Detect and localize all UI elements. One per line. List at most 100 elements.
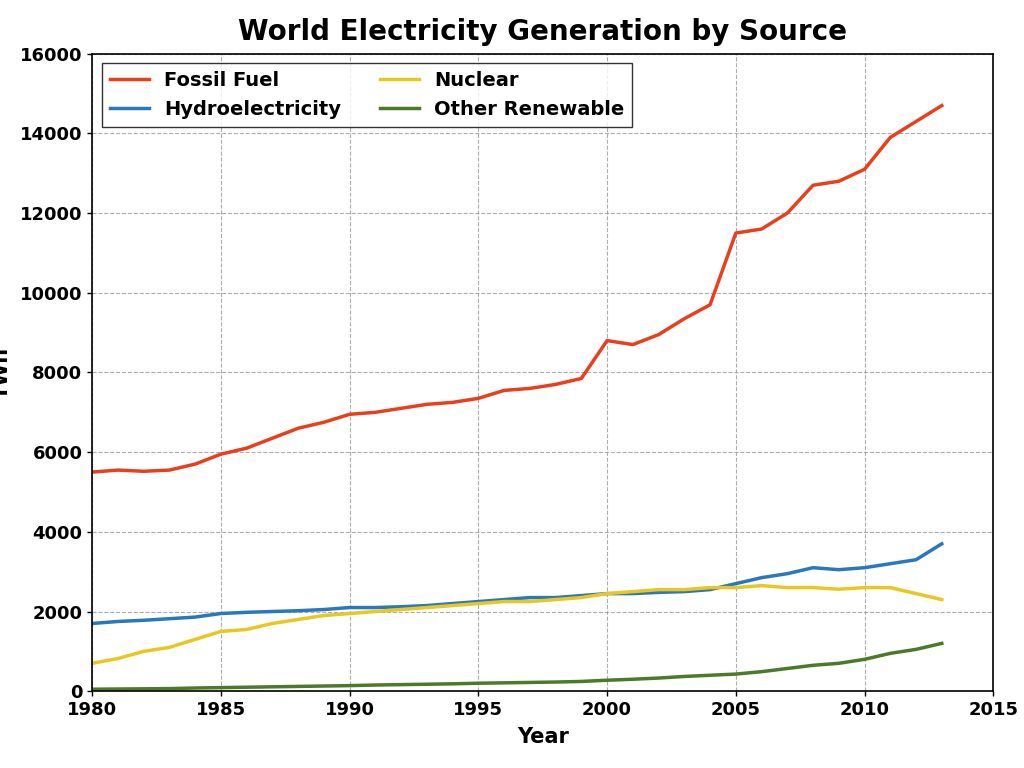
Nuclear — [627, 587, 639, 596]
Other Renewable — [137, 684, 150, 694]
Fossil Fuel — [601, 336, 613, 346]
Nuclear — [575, 593, 588, 602]
Fossil Fuel — [703, 300, 716, 310]
Other Renewable — [215, 683, 227, 692]
Other Renewable — [292, 682, 304, 691]
Other Renewable — [652, 674, 665, 683]
Other Renewable — [756, 667, 768, 677]
Hydroelectricity — [472, 597, 484, 606]
Nuclear — [421, 603, 433, 612]
Other Renewable — [833, 659, 845, 668]
Hydroelectricity — [781, 569, 794, 578]
X-axis label: Year: Year — [517, 727, 568, 747]
Nuclear — [550, 595, 562, 604]
Nuclear — [858, 583, 870, 592]
Other Renewable — [421, 680, 433, 689]
Hydroelectricity — [343, 603, 355, 612]
Nuclear — [781, 583, 794, 592]
Line: Other Renewable: Other Renewable — [92, 644, 942, 689]
Nuclear — [163, 643, 175, 652]
Other Renewable — [910, 645, 923, 654]
Hydroelectricity — [884, 559, 896, 568]
Fossil Fuel — [86, 468, 98, 477]
Fossil Fuel — [112, 465, 124, 475]
Y-axis label: TWh: TWh — [0, 346, 11, 399]
Other Renewable — [446, 679, 459, 688]
Hydroelectricity — [163, 614, 175, 624]
Nuclear — [215, 627, 227, 636]
Nuclear — [189, 635, 202, 644]
Hydroelectricity — [833, 565, 845, 574]
Fossil Fuel — [189, 459, 202, 468]
Other Renewable — [472, 679, 484, 688]
Fossil Fuel — [523, 384, 536, 393]
Fossil Fuel — [807, 180, 819, 190]
Fossil Fuel — [446, 398, 459, 407]
Other Renewable — [498, 678, 510, 687]
Nuclear — [807, 583, 819, 592]
Hydroelectricity — [266, 607, 279, 616]
Other Renewable — [678, 672, 690, 681]
Other Renewable — [112, 684, 124, 694]
Other Renewable — [343, 681, 355, 690]
Nuclear — [241, 625, 253, 634]
Hydroelectricity — [215, 609, 227, 618]
Fossil Fuel — [215, 449, 227, 458]
Nuclear — [112, 654, 124, 663]
Nuclear — [601, 589, 613, 598]
Other Renewable — [884, 649, 896, 658]
Line: Hydroelectricity: Hydroelectricity — [92, 544, 942, 624]
Other Renewable — [189, 684, 202, 693]
Nuclear — [137, 647, 150, 656]
Nuclear — [910, 589, 923, 598]
Hydroelectricity — [292, 606, 304, 615]
Fossil Fuel — [241, 444, 253, 453]
Hydroelectricity — [858, 563, 870, 572]
Other Renewable — [781, 664, 794, 673]
Other Renewable — [550, 677, 562, 687]
Fossil Fuel — [395, 404, 408, 413]
Fossil Fuel — [858, 164, 870, 174]
Nuclear — [370, 607, 382, 616]
Line: Nuclear: Nuclear — [92, 586, 942, 664]
Hydroelectricity — [241, 607, 253, 617]
Hydroelectricity — [678, 587, 690, 596]
Fossil Fuel — [292, 424, 304, 433]
Nuclear — [343, 609, 355, 618]
Fossil Fuel — [266, 434, 279, 443]
Fossil Fuel — [550, 380, 562, 389]
Hydroelectricity — [189, 613, 202, 622]
Nuclear — [86, 659, 98, 668]
Hydroelectricity — [112, 617, 124, 626]
Fossil Fuel — [370, 408, 382, 417]
Other Renewable — [936, 639, 948, 648]
Fossil Fuel — [652, 330, 665, 339]
Fossil Fuel — [627, 340, 639, 349]
Hydroelectricity — [137, 616, 150, 625]
Nuclear — [703, 583, 716, 592]
Other Renewable — [163, 684, 175, 694]
Nuclear — [317, 611, 330, 620]
Hydroelectricity — [317, 605, 330, 614]
Title: World Electricity Generation by Source: World Electricity Generation by Source — [239, 18, 847, 46]
Hydroelectricity — [652, 588, 665, 597]
Other Renewable — [317, 681, 330, 690]
Nuclear — [395, 605, 408, 614]
Nuclear — [266, 619, 279, 628]
Nuclear — [472, 599, 484, 608]
Other Renewable — [370, 680, 382, 690]
Fossil Fuel — [910, 117, 923, 126]
Other Renewable — [266, 682, 279, 691]
Hydroelectricity — [550, 593, 562, 602]
Fossil Fuel — [421, 399, 433, 409]
Fossil Fuel — [936, 101, 948, 110]
Hydroelectricity — [627, 589, 639, 598]
Nuclear — [523, 597, 536, 606]
Fossil Fuel — [756, 224, 768, 233]
Hydroelectricity — [910, 555, 923, 564]
Fossil Fuel — [137, 467, 150, 476]
Hydroelectricity — [730, 579, 742, 588]
Fossil Fuel — [678, 314, 690, 323]
Other Renewable — [627, 674, 639, 684]
Nuclear — [833, 584, 845, 594]
